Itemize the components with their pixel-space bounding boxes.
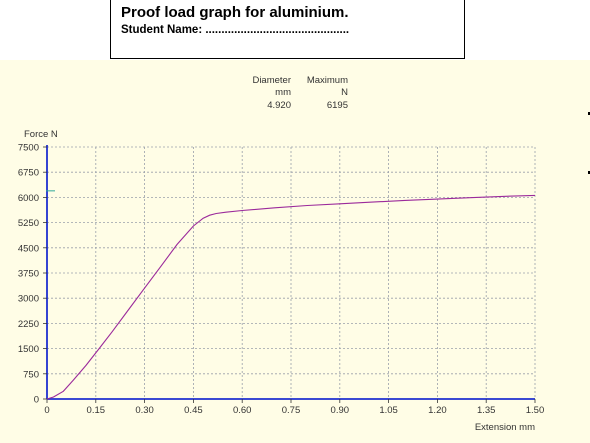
force-extension-line: [46, 194, 536, 400]
x-tick-label: 0.75: [282, 405, 301, 416]
x-tick-label: 0: [44, 405, 49, 416]
x-tick-label: 0.45: [184, 405, 203, 416]
y-tick-label: 6000: [18, 193, 39, 204]
side-mark: [588, 112, 590, 115]
y-tick-label: 6750: [18, 168, 39, 179]
x-tick-label: 1.05: [379, 405, 398, 416]
x-tick-label: 0.15: [87, 405, 106, 416]
summary-col-value: 4.920: [267, 100, 291, 111]
y-tick-label: 3750: [18, 269, 39, 280]
y-tick-label: 0: [34, 395, 39, 406]
y-tick-label: 2250: [18, 319, 39, 330]
y-axis-label: Force N: [24, 129, 58, 140]
y-tick-label: 3000: [18, 294, 39, 305]
summary-col-value: 6195: [327, 100, 348, 111]
y-tick-label: 7500: [18, 143, 39, 154]
title-box: Proof load graph for aluminium. Student …: [110, 0, 465, 59]
y-tick-label: 4500: [18, 243, 39, 254]
plot-panel: Diameter mm 4.920 Maximum N 6195 0 750 1500 2250 3…: [0, 60, 590, 443]
y-tick-label: 1500: [18, 344, 39, 355]
x-axis-label: Extension mm: [475, 422, 535, 433]
x-tick-label: 1.20: [428, 405, 447, 416]
summary-col-unit: N: [341, 87, 348, 98]
graph-title: Proof load graph for aluminium.: [121, 4, 349, 21]
summary-col-header: Diameter: [252, 75, 291, 86]
x-tick-label: 0.60: [233, 405, 252, 416]
side-mark: [588, 171, 590, 174]
summary-col-header: Maximum: [307, 75, 348, 86]
student-name-label: Student Name: ..........................…: [121, 24, 350, 36]
x-tick-label: 1.50: [526, 405, 545, 416]
x-tick-label: 0.30: [135, 405, 154, 416]
y-tick-label: 5250: [18, 218, 39, 229]
x-tick-label: 0.90: [331, 405, 350, 416]
summary-col-unit: mm: [275, 87, 291, 98]
y-tick-label: 750: [23, 369, 39, 380]
x-tick-label: 1.35: [477, 405, 496, 416]
